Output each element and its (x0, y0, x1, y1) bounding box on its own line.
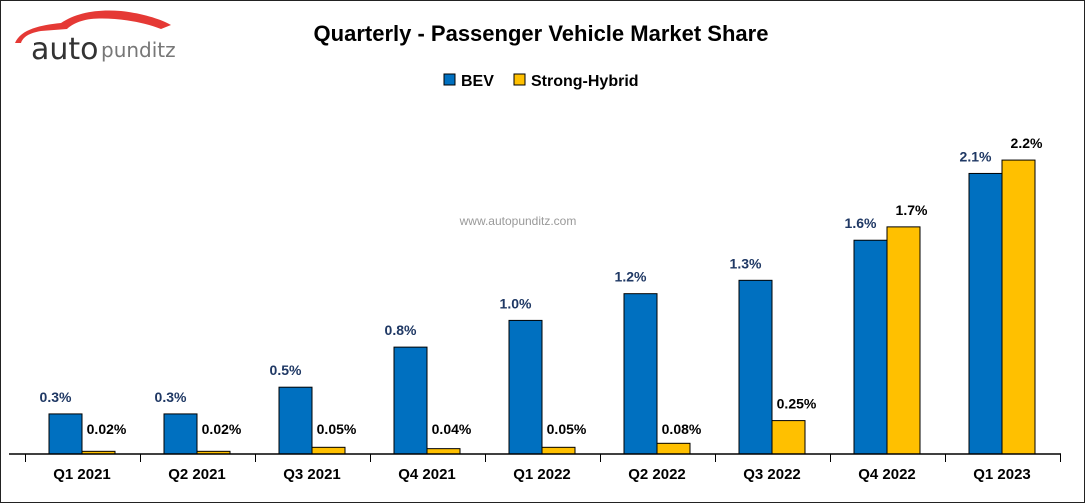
logo-sub-text: punditz (101, 38, 176, 62)
bev-bar (853, 239, 888, 455)
x-tick-label: Q3 2022 (743, 466, 801, 483)
bev-bar (508, 319, 543, 455)
x-tick-label: Q1 2021 (53, 466, 111, 483)
x-tick-label: Q1 2022 (513, 466, 571, 483)
hybrid-data-label: 0.02% (87, 421, 127, 437)
bev-bar (278, 386, 313, 455)
watermark: www.autopunditz.com (459, 214, 577, 228)
hybrid-data-label: 0.04% (432, 421, 472, 437)
bev-data-label: 0.8% (385, 322, 417, 338)
hybrid-bar (426, 448, 461, 455)
hybrid-data-label: 1.7% (896, 202, 928, 218)
x-tick-label: Q4 2021 (398, 466, 456, 483)
bev-data-label: 1.2% (615, 269, 647, 285)
bev-bar (968, 172, 1003, 455)
bev-data-label: 1.0% (500, 295, 532, 311)
bev-bar (393, 346, 428, 455)
hybrid-data-label: 0.05% (547, 421, 587, 437)
x-tick-label: Q4 2022 (858, 466, 916, 483)
chart-title: Quarterly - Passenger Vehicle Market Sha… (314, 21, 769, 46)
bev-data-label: 2.1% (960, 148, 992, 164)
hybrid-data-label: 0.05% (317, 421, 357, 437)
hybrid-data-label: 2.2% (1011, 135, 1043, 151)
bev-bar (48, 413, 83, 455)
legend-swatch-bev (443, 73, 456, 86)
x-tick-label: Q2 2022 (628, 466, 686, 483)
x-tick-label: Q1 2023 (973, 466, 1031, 483)
hybrid-bar (541, 446, 576, 455)
hybrid-bar (311, 446, 346, 455)
hybrid-bar (771, 420, 806, 455)
x-tick-label: Q3 2021 (283, 466, 341, 483)
hybrid-bar (1001, 159, 1036, 455)
legend-label-bev: BEV (461, 73, 494, 90)
bev-data-label: 1.6% (845, 215, 877, 231)
bev-data-label: 0.3% (40, 389, 72, 405)
logo: auto punditz (15, 10, 176, 67)
x-tick-label: Q2 2021 (168, 466, 226, 483)
bev-data-label: 0.5% (270, 362, 302, 378)
legend: BEV Strong-Hybrid (443, 73, 639, 90)
hybrid-data-label: 0.08% (662, 421, 702, 437)
hybrid-bar (886, 226, 921, 455)
bev-bar (623, 293, 658, 455)
hybrid-bar (656, 442, 691, 455)
car-logo-icon (15, 10, 171, 43)
bev-bar (738, 279, 773, 455)
bev-data-label: 1.3% (730, 255, 762, 271)
hybrid-data-label: 0.02% (202, 421, 242, 437)
legend-label-hybrid: Strong-Hybrid (531, 73, 639, 90)
bev-data-label: 0.3% (155, 389, 187, 405)
hybrid-data-label: 0.25% (777, 396, 817, 412)
legend-swatch-hybrid (513, 73, 526, 86)
bev-bar (163, 413, 198, 455)
logo-main-text: auto (31, 32, 99, 67)
